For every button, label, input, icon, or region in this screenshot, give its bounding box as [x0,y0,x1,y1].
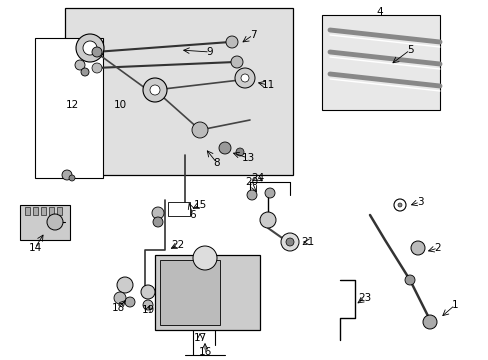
Bar [65,8,292,175]
Circle shape [246,190,257,200]
Text: 7: 7 [249,30,256,40]
Text: 1: 1 [451,300,457,310]
Circle shape [219,142,230,154]
Bar [41,207,46,215]
Text: 15: 15 [193,200,206,210]
Circle shape [241,74,248,82]
Bar [35,38,103,178]
Circle shape [152,207,163,219]
Text: 14: 14 [28,243,41,253]
Circle shape [225,36,238,48]
Circle shape [62,170,72,180]
Circle shape [83,41,97,55]
Bar [25,207,30,215]
Bar [321,15,439,110]
Bar [57,207,62,215]
Text: 4: 4 [376,7,383,17]
Circle shape [260,212,275,228]
Circle shape [142,300,153,310]
Text: 12: 12 [65,100,79,110]
Circle shape [69,175,75,181]
Circle shape [285,238,293,246]
Text: 3: 3 [416,197,423,207]
Circle shape [142,78,167,102]
Text: 6: 6 [189,210,196,220]
Circle shape [393,199,405,211]
Text: 9: 9 [206,47,213,57]
Bar [49,207,54,215]
Text: 16: 16 [198,347,211,357]
Text: 22: 22 [171,240,184,250]
Circle shape [76,34,104,62]
Circle shape [193,246,217,270]
Circle shape [114,292,126,304]
Text: 8: 8 [213,158,220,168]
Text: 2: 2 [434,243,440,253]
Circle shape [92,47,102,57]
Circle shape [75,60,85,70]
Bar [20,205,70,240]
Circle shape [404,275,414,285]
Text: 11: 11 [261,80,274,90]
Circle shape [410,241,424,255]
Circle shape [236,148,244,156]
Text: 18: 18 [111,303,124,313]
Bar [33,207,38,215]
Text: 17: 17 [193,333,206,343]
Circle shape [47,214,63,230]
Text: 21: 21 [301,237,314,247]
Text: 24: 24 [251,173,264,183]
Circle shape [153,217,163,227]
Text: 23: 23 [358,293,371,303]
Text: 5: 5 [406,45,412,55]
Circle shape [281,233,298,251]
Circle shape [192,122,207,138]
Circle shape [235,68,254,88]
Circle shape [117,277,133,293]
Circle shape [92,63,102,73]
Bar [160,260,220,325]
Bar [155,255,260,330]
Circle shape [422,315,436,329]
Text: 13: 13 [241,153,254,163]
Circle shape [125,297,135,307]
Circle shape [141,285,155,299]
Circle shape [81,68,89,76]
Circle shape [150,85,160,95]
Circle shape [397,203,401,207]
Text: 10: 10 [113,100,126,110]
Text: 20: 20 [245,177,258,187]
Bar [168,202,190,216]
Circle shape [230,56,243,68]
Circle shape [264,188,274,198]
Text: 19: 19 [141,305,154,315]
